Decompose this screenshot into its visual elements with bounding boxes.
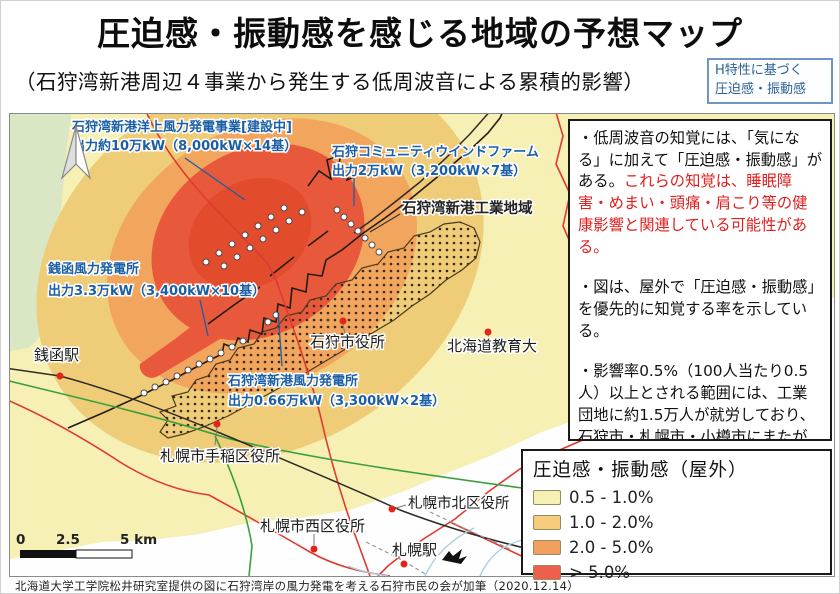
label-hokkaido-education-univ: 北海道教育大 [447, 337, 537, 355]
page-subtitle: （石狩湾新港周辺４事業から発生する低周波音による累積的影響） [15, 70, 645, 94]
sea-area [5, 109, 72, 352]
legend-title: 圧迫感・振動感（屋外） [533, 460, 748, 481]
page-title: 圧迫感・振動感を感じる地域の予想マップ [97, 14, 743, 53]
marker-teine-ward-office [213, 420, 221, 428]
marker-hokkaido-education-univ [484, 328, 492, 336]
info-p1-red-emphasis: これらの知覚は、睡眠障害・めまい・頭痛・肩こり等の健康影響と関連している可能性が… [578, 172, 808, 256]
green-roads [4, 379, 523, 577]
legend-item: > 5.0% [533, 563, 820, 582]
info-paragraph-3: ・影響率0.5%（100人当たり0.5人）以上とされる範囲には、工業団地に約1.… [578, 362, 815, 441]
info-p1-black: ・低周波音の知覚には、「気になる」に加えて「圧迫感・振動感」がある。 [578, 129, 822, 191]
legend-label: 2.0 - 5.0% [569, 538, 654, 557]
marker-kita-ward-office [388, 505, 396, 513]
label-kita-ward-office: 札幌市北区役所 [408, 495, 510, 512]
info-panel: ・低周波音の知覚には、「気になる」に加えて「圧迫感・振動感」がある。これらの知覚… [568, 119, 832, 441]
zone-over-5-percent [139, 143, 365, 378]
marker-sapporo-station [400, 560, 408, 568]
source-credit: 北海道大学工学院松井研究室提供の図に石狩湾岸の風力発電を考える石狩市民の会が加筆… [15, 579, 580, 593]
h-characteristic-badge: H特性に基づく 圧迫感・振動感 [707, 58, 833, 104]
label-zenibako-plant-output: 出力3.3万kW（3,400kW×10基） [48, 283, 265, 299]
scale-0: 0 [16, 532, 25, 548]
offshore-turbines [202, 204, 306, 270]
impact-map: 石狩湾新港洋上風力発電事業[建設中] 出力約10万kW（8,000kW×14基）… [4, 65, 839, 577]
legend-label: 1.0 - 2.0% [569, 513, 654, 532]
bird-silhouette [442, 549, 467, 564]
badge-line1: H特性に基づく [715, 63, 803, 78]
label-industrial-area: 石狩湾新港工業地域 [401, 199, 533, 217]
breakwater [307, 230, 329, 247]
location-markers [56, 317, 492, 568]
legend-swatch-1-2 [533, 515, 561, 530]
legend-label: 0.5 - 1.0% [569, 488, 654, 507]
legend-item: 0.5 - 1.0% [533, 488, 820, 507]
label-community-windfarm-name: 石狩コミュニティウインドファーム [331, 144, 539, 160]
streams [347, 527, 523, 577]
label-nishi-ward-office: 札幌市西区役所 [260, 517, 365, 535]
marker-zenibako-station [56, 372, 64, 380]
industrial-dotted-area [158, 221, 481, 439]
badge-line2: 圧迫感・振動感 [715, 81, 807, 97]
map-canvas: 石狩湾新港洋上風力発電事業[建設中] 出力約10万kW（8,000kW×14基）… [4, 65, 839, 577]
legend-item: 1.0 - 2.0% [533, 513, 820, 532]
marker-nishi-ward-office [310, 545, 318, 553]
legend-label: > 5.0% [569, 563, 630, 582]
label-sapporo-station: 札幌駅 [392, 541, 437, 559]
label-shinko-plant-name: 石狩湾新港風力発電所 [227, 373, 358, 389]
info-paragraph-2: ・図は、屋外で「圧迫感・振動感」を優先的に知覚する率を示している。 [578, 278, 816, 340]
zone-core [188, 177, 312, 291]
river-mouth [307, 153, 361, 187]
map-legend: 圧迫感・振動感（屋外） 0.5 - 1.0% 1.0 - 2.0% 2.0 - … [521, 449, 832, 582]
zenibako-turbines [140, 337, 247, 397]
legend-swatch-over5 [533, 565, 561, 580]
label-zenibako-station: 銭函駅 [34, 346, 79, 364]
label-shinko-plant-output: 出力0.66万kW（3,300kW×2基） [228, 393, 445, 409]
scale-5km: 5 km [120, 532, 157, 548]
wind-project-labels: 石狩湾新港洋上風力発電事業[建設中] 出力約10万kW（8,000kW×14基）… [46, 118, 541, 411]
label-zenibako-plant-name: 銭函風力発電所 [47, 261, 139, 277]
label-teine-ward-office: 札幌市手稲区役所 [160, 447, 280, 465]
north-arrow-icon [60, 125, 92, 181]
legend-swatch-0_5-1 [533, 490, 561, 505]
breakwater [207, 286, 261, 325]
label-ishikari-city-hall: 石狩市役所 [310, 333, 385, 351]
place-labels: 石狩湾新港工業地域 石狩市役所 北海道教育大 銭函駅 札幌市手稲区役所 札幌市北… [33, 198, 539, 561]
wind-turbine-dots [140, 204, 383, 397]
scale-bar: 0 2.5 5 km [16, 532, 157, 559]
marker-ishikari-city-hall [339, 317, 347, 325]
legend-item: 2.0 - 5.0% [533, 538, 820, 557]
label-offshore-project-name: 石狩湾新港洋上風力発電事業[建設中] [71, 119, 292, 135]
label-community-windfarm-output: 出力2万kW（3,200kW×7基） [332, 163, 526, 179]
label-offshore-project-output: 出力約10万kW（8,000kW×14基） [72, 138, 297, 154]
scale-2-5: 2.5 [56, 532, 80, 548]
legend-swatch-2-5 [533, 540, 561, 555]
dashed-roads [365, 511, 513, 576]
label-pointers [184, 157, 490, 545]
breakwater [269, 256, 295, 277]
info-paragraph-1: ・低周波音の知覚には、「気になる」に加えて「圧迫感・振動感」がある。これらの知覚… [578, 128, 822, 258]
community-windfarm-turbines [333, 206, 383, 256]
